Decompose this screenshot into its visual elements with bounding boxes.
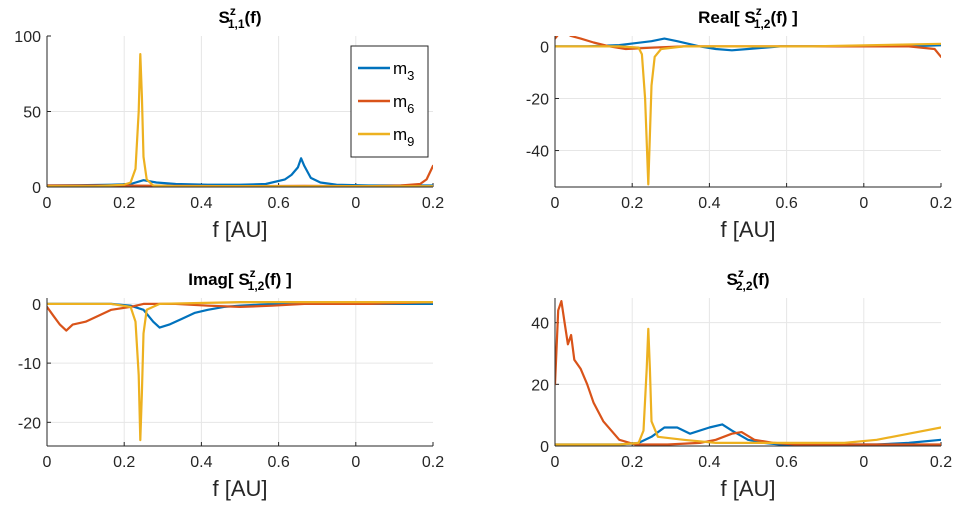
legend: m3 m6 m9 bbox=[350, 45, 429, 158]
y-tick-label: -10 bbox=[18, 356, 41, 373]
x-axis-label: f [AU] bbox=[212, 217, 267, 242]
plot-area bbox=[555, 36, 941, 187]
x-tick-label: 0.2 bbox=[422, 454, 444, 471]
y-tick-label: 0 bbox=[540, 439, 549, 456]
x-tick-label: 0.2 bbox=[621, 195, 643, 212]
x-tick-label: 0 bbox=[43, 454, 52, 471]
x-tick-label: 0 bbox=[43, 195, 52, 212]
y-tick-label: 0 bbox=[32, 297, 41, 314]
chart-title: Imag[ Sz 1,2(f) ] bbox=[188, 266, 291, 293]
chart-panel-2: 0 0.2 0.4 0.6 0 0.2 0 -20 -40 f [AU] Real[ Sz 1,2(f… bbox=[526, 4, 952, 242]
chart-title: Real[ Sz 1,2(f) ] bbox=[698, 4, 798, 31]
series-line-m9 bbox=[555, 327, 941, 446]
chart-panel-3: 0 0.2 0.4 0.6 0 0.2 0 -10 -20 f [AU] Imag[ Sz 1,2(f… bbox=[18, 266, 444, 501]
y-tick-label: 40 bbox=[531, 316, 549, 333]
series-line-m6 bbox=[555, 300, 941, 446]
legend-label-m3: m3 bbox=[393, 59, 414, 83]
x-tick-label: 0.2 bbox=[930, 454, 952, 471]
x-tick-label: 0.4 bbox=[698, 195, 720, 212]
x-tick-label: 0.2 bbox=[113, 195, 135, 212]
x-tick-label: 0.6 bbox=[267, 195, 289, 212]
plot-area bbox=[47, 298, 433, 446]
x-tick-label: 0.2 bbox=[422, 195, 444, 212]
legend-label-m9: m9 bbox=[393, 125, 414, 149]
x-tick-label: 0 bbox=[859, 195, 868, 212]
series-line-m3 bbox=[47, 157, 433, 187]
x-tick-label: 0.6 bbox=[267, 454, 289, 471]
y-tick-label: 100 bbox=[14, 29, 41, 46]
chart-panel-1: 0 0.2 0.4 0.6 0 0.2 0 50 100 f [AU] Sz 1,1(f) m3 m6 m9 bbox=[14, 4, 444, 242]
x-tick-label: 0.6 bbox=[775, 454, 797, 471]
x-tick-label: 0.6 bbox=[775, 195, 797, 212]
x-tick-label: 0.2 bbox=[930, 195, 952, 212]
chart-title: Sz 1,1(f) bbox=[218, 4, 261, 31]
y-tick-label: 50 bbox=[23, 105, 41, 122]
plot-area bbox=[555, 298, 941, 446]
chart-panel-4: 0 0.2 0.4 0.6 0 0.2 0 20 40 f [AU] Sz 2,2(f) bbox=[531, 266, 952, 501]
x-tick-label: 0.4 bbox=[698, 454, 720, 471]
x-tick-label: 0.2 bbox=[113, 454, 135, 471]
y-tick-label: -20 bbox=[18, 415, 41, 432]
x-tick-label: 0 bbox=[859, 454, 868, 471]
x-tick-label: 0.4 bbox=[190, 454, 212, 471]
x-tick-label: 0.4 bbox=[190, 195, 212, 212]
chart-title: Sz 2,2(f) bbox=[726, 266, 769, 293]
legend-label-m6: m6 bbox=[393, 92, 414, 116]
series-line-m6 bbox=[555, 36, 941, 58]
y-tick-label: -20 bbox=[526, 91, 549, 108]
x-axis-label: f [AU] bbox=[720, 476, 775, 501]
y-tick-label: -40 bbox=[526, 144, 549, 161]
y-tick-label: 0 bbox=[32, 180, 41, 197]
y-tick-label: 0 bbox=[540, 39, 549, 56]
series-line-m9 bbox=[47, 53, 433, 187]
x-tick-label: 0 bbox=[551, 195, 560, 212]
series-line-m9 bbox=[555, 42, 941, 186]
x-tick-label: 0 bbox=[551, 454, 560, 471]
x-tick-label: 0 bbox=[351, 454, 360, 471]
x-tick-label: 0 bbox=[351, 195, 360, 212]
y-tick-label: 20 bbox=[531, 377, 549, 394]
x-axis-label: f [AU] bbox=[720, 217, 775, 242]
x-tick-label: 0.2 bbox=[621, 454, 643, 471]
x-axis-label: f [AU] bbox=[212, 476, 267, 501]
series-line-m9 bbox=[47, 301, 433, 442]
